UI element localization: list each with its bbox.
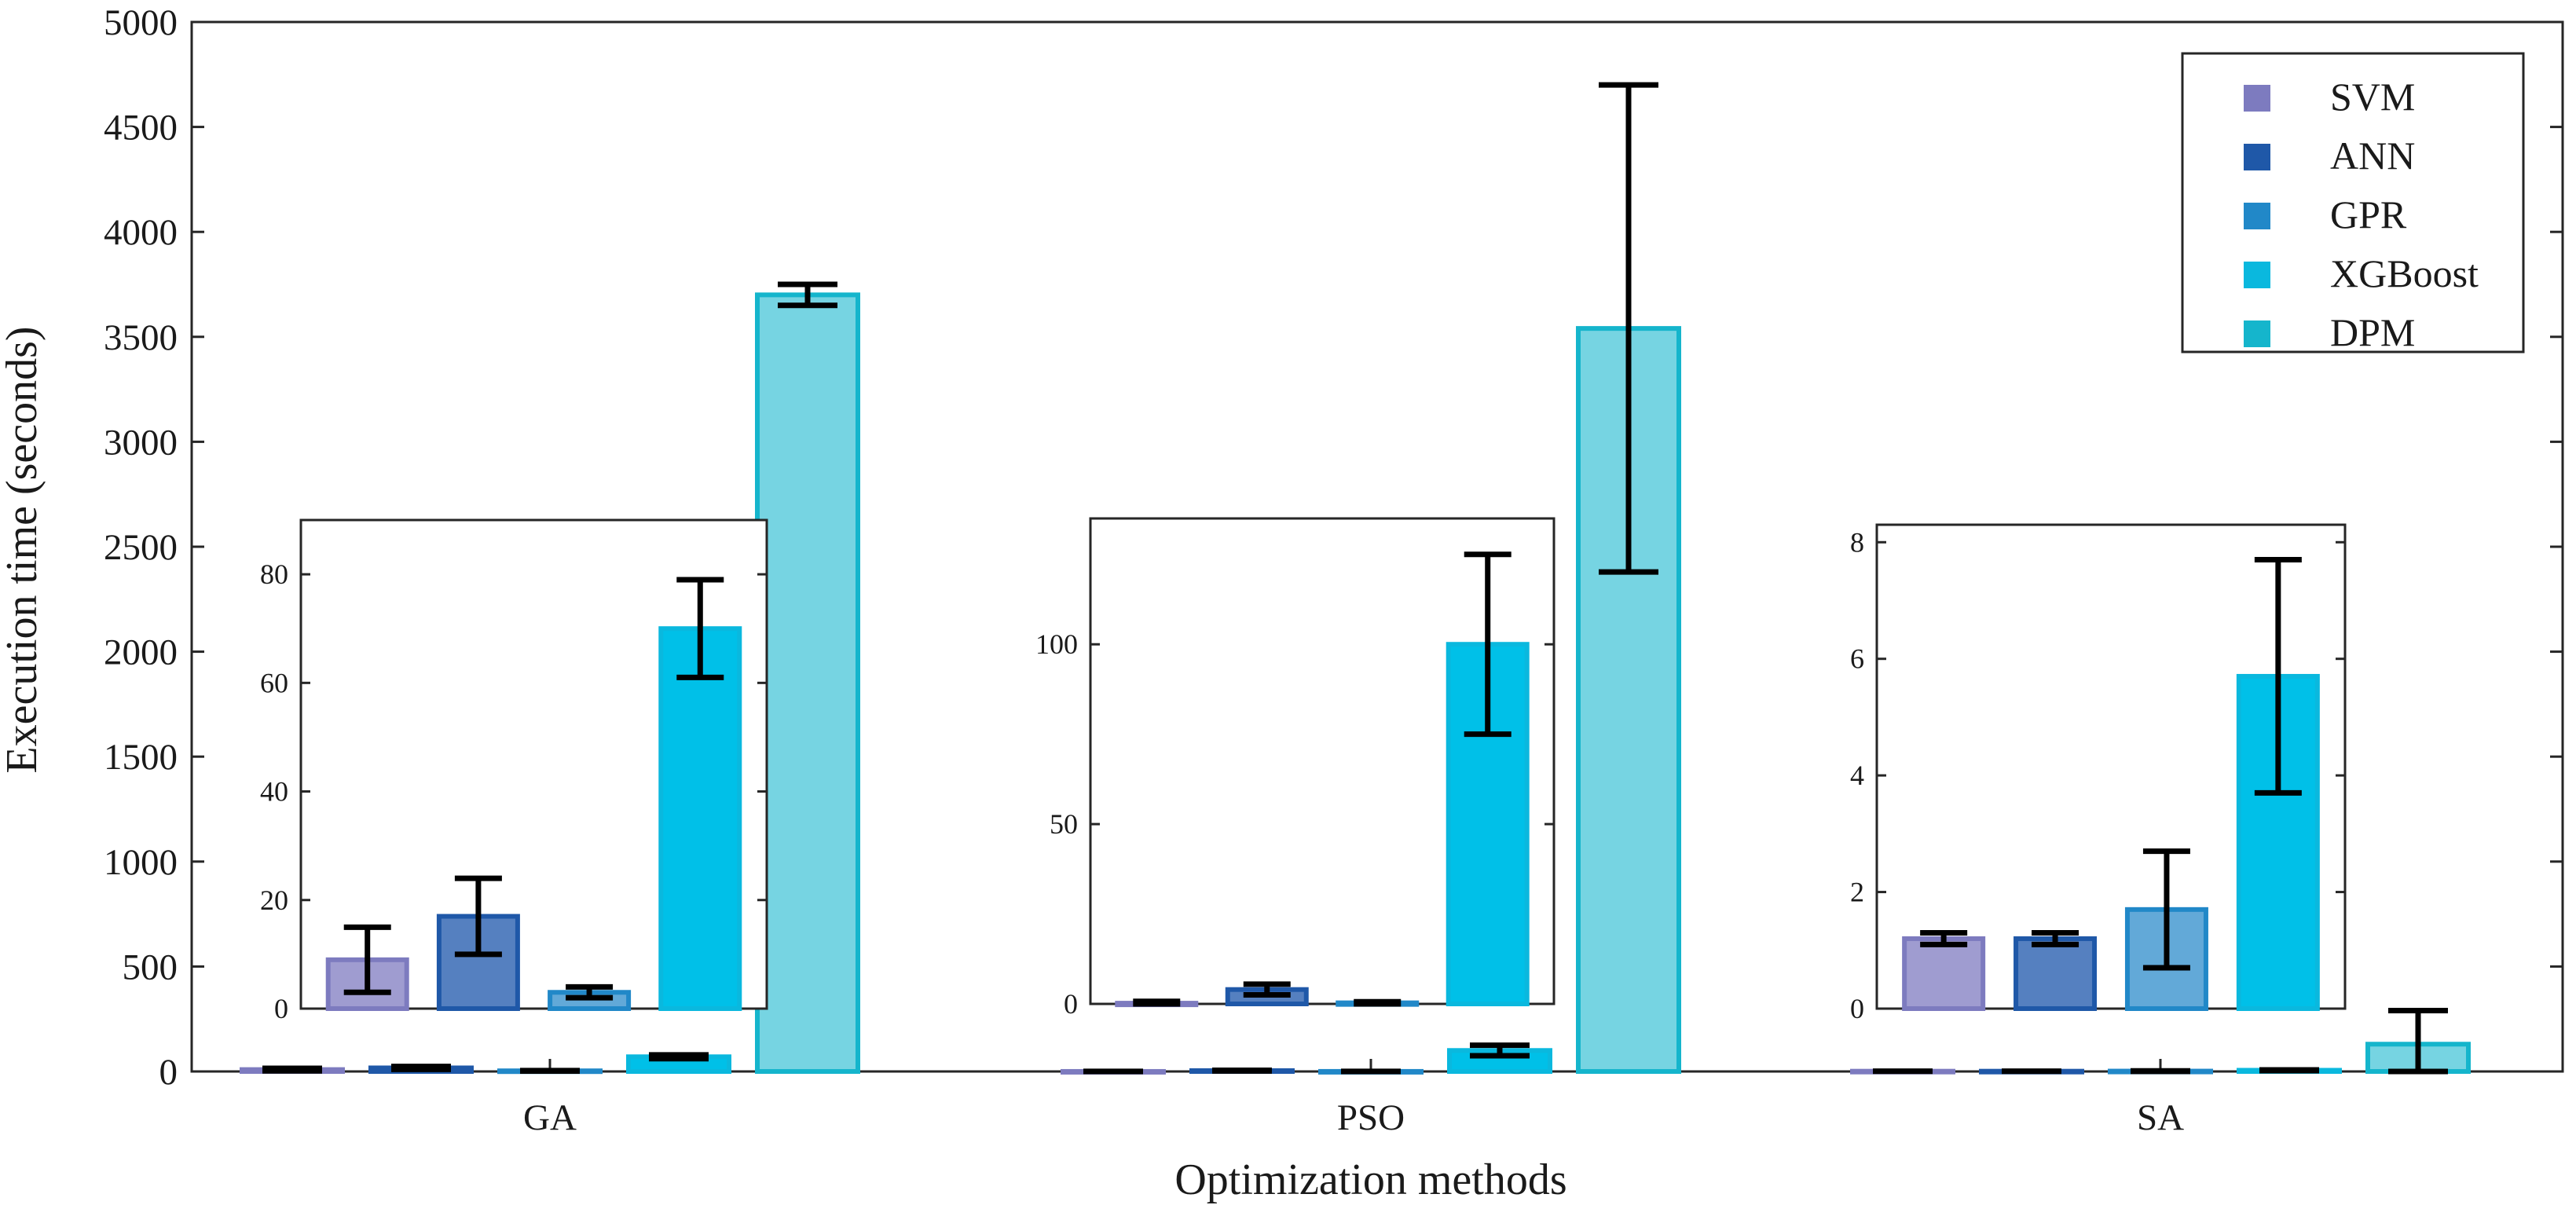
inset-y-tick-label: 20 <box>260 885 288 916</box>
inset-bar-ga-xgboost <box>658 626 742 1011</box>
legend-swatch-dpm <box>2244 320 2270 347</box>
inset-y-tick-label: 0 <box>274 993 288 1024</box>
inset-bar-ga-ann <box>436 914 520 1011</box>
inset-bar-sa-svm <box>1902 936 1986 1012</box>
inset-y-tick-label: 80 <box>260 559 288 590</box>
bar-ga-dpm <box>755 292 860 1074</box>
error-bar-sa-dpm <box>2388 1008 2448 1075</box>
inset-error-bar-pso-xgboost <box>1464 551 1512 738</box>
inset-error-bar-ga-ann <box>454 875 502 958</box>
legend-frame <box>2181 52 2525 353</box>
legend-swatch-xgboost <box>2244 262 2270 288</box>
error-bar-pso-dpm <box>1599 82 1658 575</box>
legend-label-xgboost: XGBoost <box>2330 251 2479 295</box>
legend-label-ann: ANN <box>2330 134 2415 178</box>
error-bar-ga-ann <box>391 1064 451 1072</box>
inset-error-bar-sa-ann <box>2032 930 2079 947</box>
y-tick-label: 1500 <box>104 737 178 778</box>
inset-pso: 0 50 100 <box>1035 517 1555 1020</box>
inset-y-tick-label: 50 <box>1050 808 1078 840</box>
legend-swatch-svm <box>2244 85 2270 112</box>
y-tick-label: 2500 <box>104 527 178 568</box>
y-tick-label: 3500 <box>104 317 178 358</box>
y-tick-label: 3000 <box>104 422 178 463</box>
legend-swatch-gpr <box>2244 203 2270 229</box>
inset-y-tick-label: 8 <box>1850 526 1864 558</box>
x-tick-label-pso: PSO <box>1337 1097 1405 1138</box>
inset-error-bar-ga-svm <box>343 924 391 995</box>
y-tick-label: 5000 <box>104 2 178 43</box>
inset-error-bar-sa-svm <box>1920 930 1968 947</box>
y-tick-label: 500 <box>123 947 178 987</box>
inset-ga: 0 20 40 60 80 <box>260 518 768 1024</box>
inset-error-bar-ga-gpr <box>566 983 614 1001</box>
inset-sa: 0 2 4 6 8 <box>1850 523 2347 1024</box>
inset-y-tick-label: 0 <box>1850 993 1864 1024</box>
inset-y-tick-label: 0 <box>1064 988 1078 1020</box>
inset-y-tick-label: 60 <box>260 667 288 698</box>
inset-y-tick-label: 6 <box>1850 643 1864 675</box>
inset-error-bar-ga-xgboost <box>676 577 724 680</box>
inset-error-bar-pso-gpr <box>1354 998 1402 1007</box>
x-axis-title: Optimization methods <box>1174 1156 1566 1204</box>
error-bar-ga-svm <box>262 1065 322 1074</box>
legend-label-dpm: DPM <box>2330 310 2415 354</box>
y-tick-label: 2000 <box>104 632 178 673</box>
legend-label-gpr: GPR <box>2330 192 2407 236</box>
inset-error-bar-sa-xgboost <box>2254 557 2302 796</box>
legend-swatch-ann <box>2244 144 2270 170</box>
y-tick-label: 4000 <box>104 212 178 253</box>
inset-y-tick-label: 100 <box>1035 628 1078 660</box>
inset-y-tick-label: 4 <box>1850 760 1864 791</box>
y-axis-title: Execution time (seconds) <box>0 326 46 773</box>
error-bar-pso-xgboost <box>1470 1042 1530 1059</box>
y-tick-label: 0 <box>159 1052 178 1093</box>
y-tick-label: 4500 <box>104 108 178 148</box>
plot-area: 0500100015002000250030003500400045005000… <box>104 2 2564 1138</box>
inset-y-tick-label: 40 <box>260 776 288 808</box>
error-bar-ga-xgboost <box>649 1052 709 1062</box>
legend: SVM ANN GPR XGBoost DPM <box>2181 52 2525 354</box>
inset-y-tick-label: 2 <box>1850 877 1864 908</box>
y-tick-label: 1000 <box>104 842 178 883</box>
x-tick-label-sa: SA <box>2137 1097 2184 1138</box>
x-tick-label-ga: GA <box>523 1097 577 1138</box>
error-bar-ga-dpm <box>778 281 837 309</box>
inset-error-bar-sa-gpr <box>2142 848 2190 971</box>
inset-bar-sa-ann <box>2014 936 2098 1012</box>
legend-label-svm: SVM <box>2330 75 2415 119</box>
error-bar-sa-xgboost <box>2259 1067 2319 1074</box>
inset-error-bar-pso-svm <box>1133 998 1181 1007</box>
inset-error-bar-pso-ann <box>1243 981 1291 998</box>
